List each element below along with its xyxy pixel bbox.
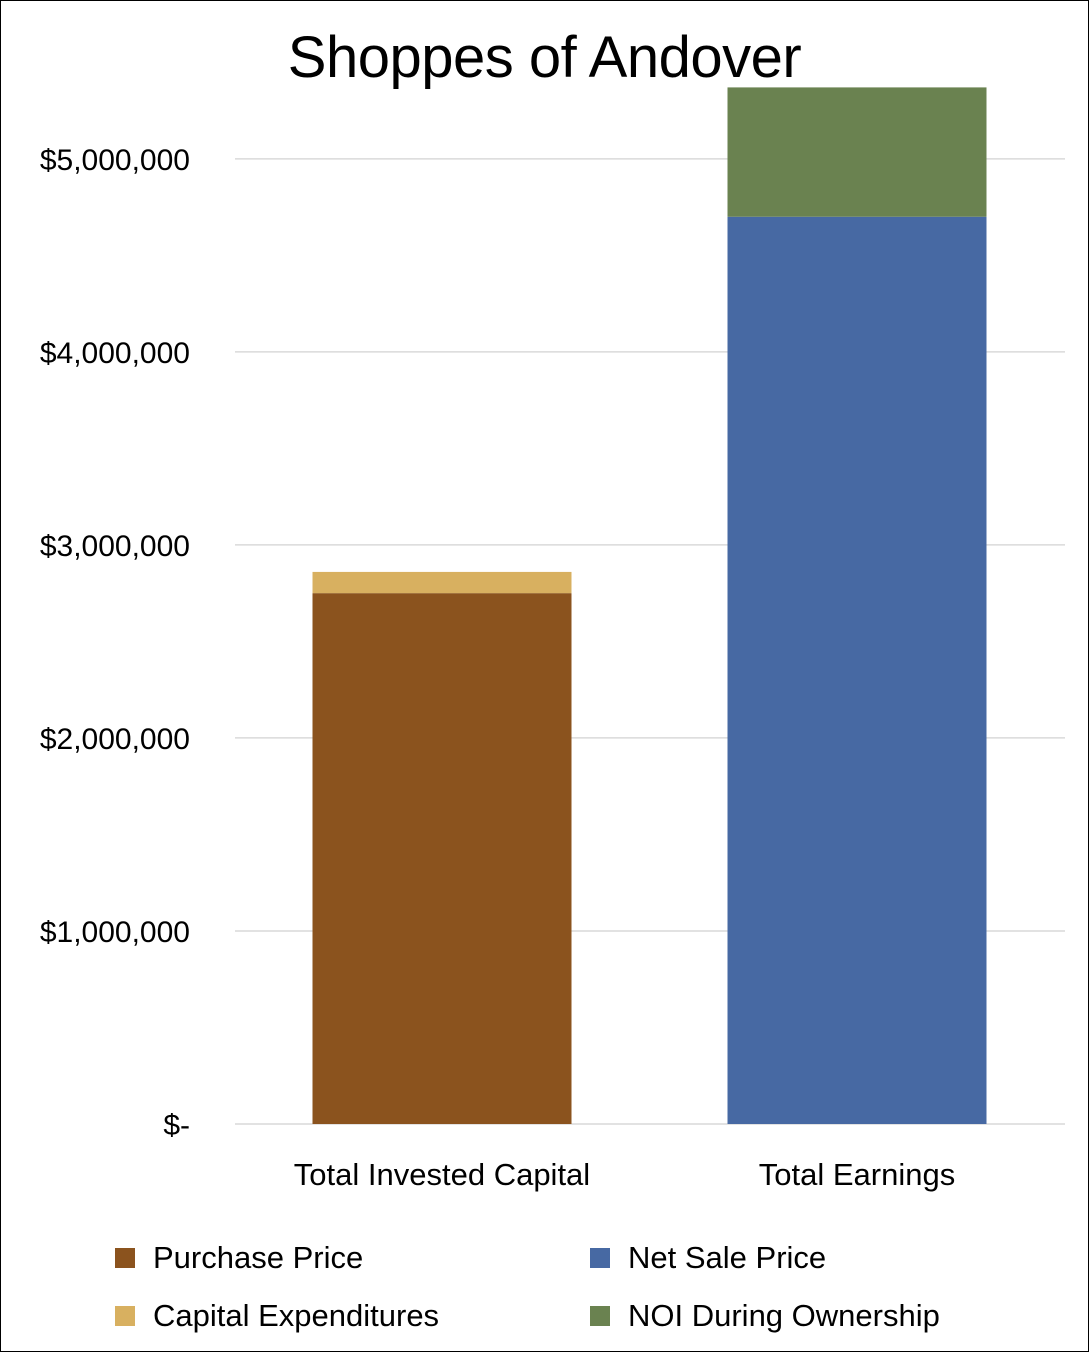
- legend-label: Net Sale Price: [628, 1240, 827, 1275]
- legend-label: Capital Expenditures: [153, 1298, 440, 1333]
- x-category-label: Total Invested Capital: [294, 1157, 590, 1192]
- bar-segment-net-sale-price: [727, 216, 987, 1124]
- y-tick-label: $5,000,000: [40, 144, 190, 177]
- legend-item: NOI During Ownership: [590, 1298, 940, 1334]
- bar-segment-purchase-price: [312, 593, 572, 1124]
- bar-segment-noi-during-ownership: [727, 87, 987, 217]
- y-tick-label: $4,000,000: [40, 337, 190, 370]
- y-axis-tick-labels: $- $1,000,000 $2,000,000 $3,000,000 $4,000,0…: [40, 144, 190, 1142]
- legend-swatch: [115, 1248, 135, 1268]
- chart-title: Shoppes of Andover: [287, 25, 802, 90]
- y-tick-label: $1,000,000: [40, 916, 190, 949]
- legend-item: Purchase Price: [115, 1240, 363, 1276]
- bars: [312, 87, 987, 1124]
- legend-item: Net Sale Price: [590, 1240, 826, 1276]
- legend-item: Capital Expenditures: [115, 1298, 439, 1334]
- y-tick-label: $3,000,000: [40, 530, 190, 563]
- bar-segment-capital-expenditures: [312, 571, 572, 594]
- x-axis-category-labels: Total Invested Capital Total Earnings: [294, 1157, 955, 1192]
- y-tick-label: $-: [163, 1109, 190, 1142]
- x-category-label: Total Earnings: [759, 1157, 955, 1192]
- legend-swatch: [590, 1248, 610, 1268]
- legend-label: Purchase Price: [153, 1240, 364, 1275]
- legend-swatch: [115, 1306, 135, 1326]
- y-tick-label: $2,000,000: [40, 723, 190, 756]
- legend-label: NOI During Ownership: [628, 1298, 940, 1333]
- legend-swatch: [590, 1306, 610, 1326]
- plot-area: $- $1,000,000 $2,000,000 $3,000,000 $4,000,0…: [40, 87, 1065, 1192]
